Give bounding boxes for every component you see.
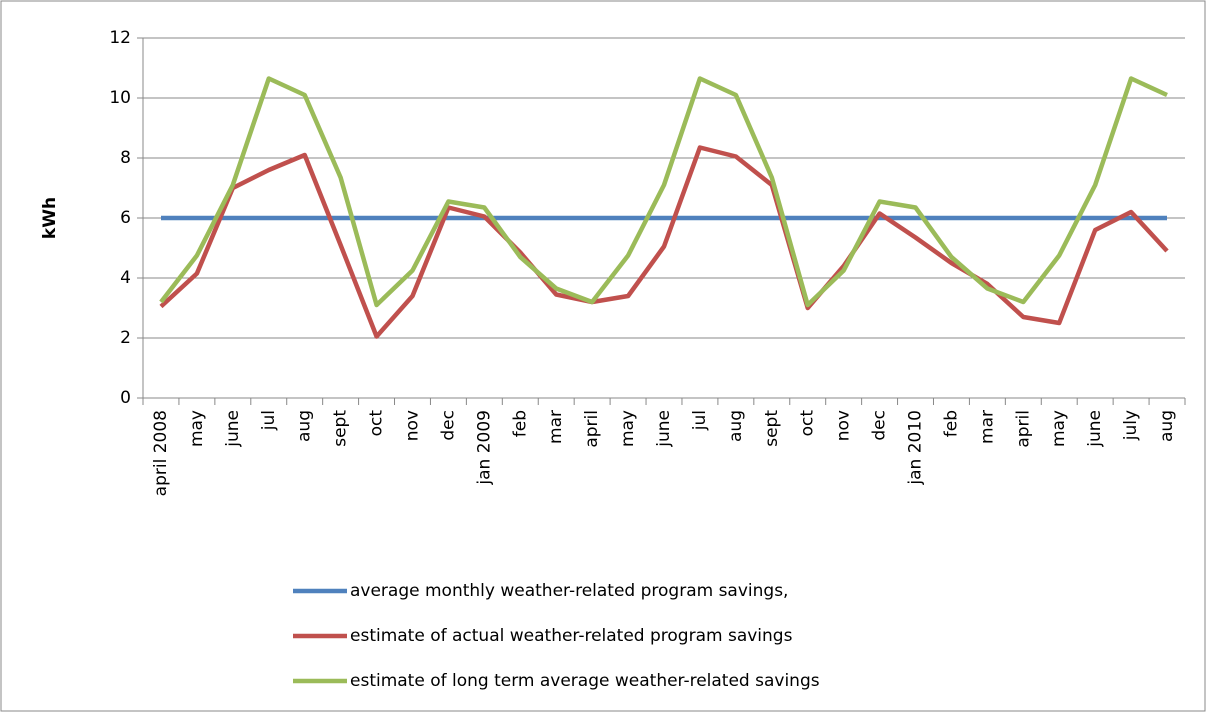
x-tick-label: sept xyxy=(762,410,782,447)
x-tick-label: jul xyxy=(690,410,710,431)
x-tick-label: feb xyxy=(941,410,961,437)
x-tick-label: april xyxy=(1013,410,1033,448)
x-tick-label: sept xyxy=(331,410,351,447)
x-tick-label: may xyxy=(187,410,207,447)
x-tick-label: jan 2010 xyxy=(906,410,926,486)
legend-label: estimate of actual weather-related progr… xyxy=(350,626,793,646)
legend-label: average monthly weather-related program … xyxy=(350,581,788,601)
x-tick-label: may xyxy=(1049,410,1069,447)
y-tick-label: 2 xyxy=(120,328,131,348)
x-tick-label: dec xyxy=(870,410,890,441)
x-tick-label: jul xyxy=(259,410,279,431)
y-tick-label: 4 xyxy=(120,268,131,288)
y-axis-label: kWh xyxy=(40,197,60,239)
x-tick-label: june xyxy=(223,410,243,448)
x-tick-label: april 2008 xyxy=(151,410,171,496)
legend-label: estimate of long term average weather-re… xyxy=(350,671,820,691)
y-tick-label: 12 xyxy=(109,28,131,48)
x-tick-label: april xyxy=(582,410,602,448)
x-tick-label: oct xyxy=(367,410,387,437)
x-tick-label: nov xyxy=(834,410,854,441)
x-tick-label: nov xyxy=(402,410,422,441)
x-tick-label: oct xyxy=(798,410,818,437)
y-tick-label: 0 xyxy=(120,388,131,408)
x-tick-label: aug xyxy=(726,410,746,442)
x-tick-label: mar xyxy=(977,410,997,444)
x-tick-label: dec xyxy=(438,410,458,441)
x-tick-label: july xyxy=(1121,410,1141,441)
x-tick-label: jan 2009 xyxy=(474,410,494,486)
x-tick-label: june xyxy=(654,410,674,448)
series-line xyxy=(159,76,1168,308)
x-tick-label: mar xyxy=(546,410,566,444)
x-tick-label: aug xyxy=(295,410,315,442)
y-tick-label: 6 xyxy=(120,208,131,228)
x-tick-label: aug xyxy=(1157,410,1177,442)
y-tick-label: 8 xyxy=(120,148,131,168)
x-tick-label: june xyxy=(1085,410,1105,448)
y-tick-label: 10 xyxy=(109,88,131,108)
x-tick-label: may xyxy=(618,410,638,447)
x-tick-label: feb xyxy=(510,410,530,437)
